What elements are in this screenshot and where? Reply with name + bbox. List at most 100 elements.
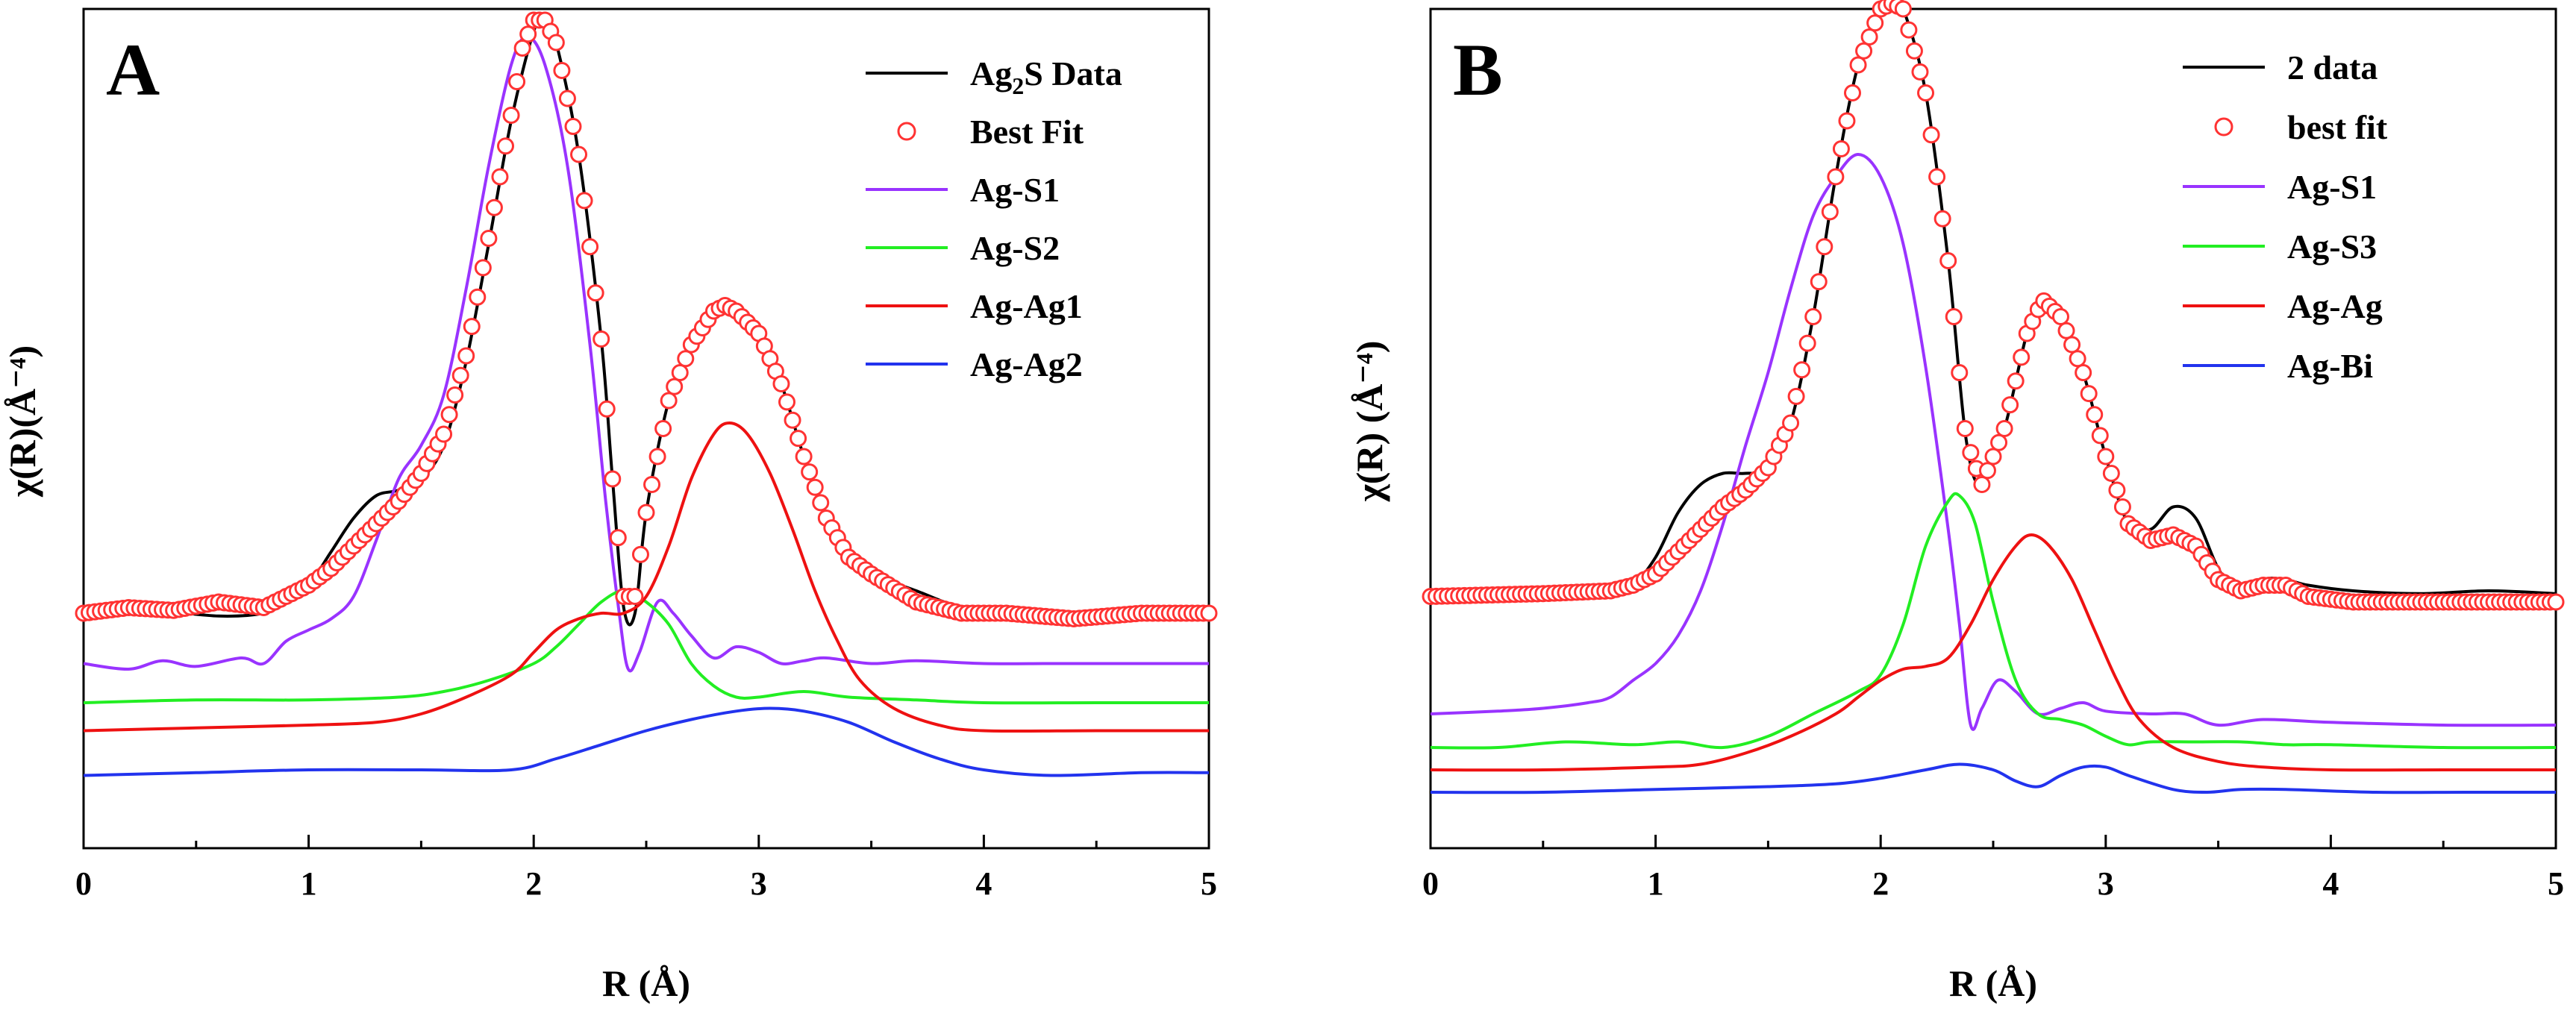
fit-marker (587, 284, 604, 302)
fit-marker (1844, 84, 1861, 101)
fit-marker (435, 425, 453, 443)
fit-marker (2080, 385, 2098, 403)
fit-marker (598, 400, 616, 418)
fit-marker (772, 375, 790, 392)
fit-marker (648, 448, 666, 465)
fit-marker (666, 377, 684, 395)
fit-marker (812, 494, 830, 512)
fit-marker (643, 476, 661, 493)
series-line-ag-s2 (83, 589, 1209, 705)
legend-label: best fit (2287, 108, 2388, 146)
fit-marker (1821, 203, 1839, 221)
fit-marker (1956, 420, 1974, 437)
fit-marker (575, 192, 593, 210)
fit-marker (1939, 252, 1957, 269)
fit-marker (1855, 42, 1873, 60)
series-line-ag-s1 (1430, 153, 2557, 731)
fit-marker (1866, 14, 1884, 32)
fit-marker (1900, 21, 1918, 39)
fit-marker (2086, 406, 2104, 424)
series-markers-best-fit (75, 11, 1218, 627)
fit-marker (1928, 168, 1946, 186)
fit-marker (637, 504, 655, 521)
fit-marker (463, 318, 481, 336)
fit-marker (677, 350, 695, 368)
series-line-ag-ag1 (83, 421, 1209, 733)
fit-marker (547, 34, 565, 51)
fit-marker (1973, 476, 1991, 493)
legend-marker (2214, 117, 2233, 137)
fit-marker (2547, 593, 2565, 611)
fit-marker (2102, 465, 2120, 482)
fit-marker (1782, 414, 1800, 432)
fit-marker (1911, 63, 1929, 81)
fit-marker (2063, 336, 2081, 354)
panel-letter: A (106, 28, 160, 111)
x-tick-label: 5 (1201, 865, 1217, 902)
fit-marker (564, 118, 582, 135)
fit-marker (2091, 427, 2109, 445)
fit-marker (480, 230, 498, 247)
fit-marker (1922, 126, 1940, 144)
fit-marker (519, 25, 537, 43)
fit-marker (570, 145, 588, 163)
fit-marker (1849, 56, 1867, 74)
fit-marker (497, 137, 514, 155)
fit-marker (660, 392, 678, 410)
legend-label: Ag-S3 (2287, 228, 2377, 266)
legend-label: Best Fit (970, 113, 1084, 151)
fit-marker (1827, 168, 1845, 186)
legend-label: Ag-Ag1 (970, 287, 1083, 325)
x-tick-label: 4 (2322, 865, 2339, 902)
fit-marker (801, 463, 819, 481)
series-line-ag-ag2 (83, 706, 1210, 777)
x-tick-label: 3 (751, 865, 767, 902)
fit-marker (2069, 350, 2086, 368)
fit-marker (451, 366, 469, 384)
legend-label: Ag-Ag (2287, 287, 2383, 325)
fit-marker (609, 529, 627, 547)
y-axis-title: χ(R) (Å⁻⁴) (1348, 341, 1390, 503)
fit-marker (1860, 28, 1878, 46)
x-tick-label: 4 (975, 865, 992, 902)
fit-marker (795, 448, 813, 465)
fit-marker (1804, 308, 1822, 325)
fit-marker (1838, 112, 1856, 130)
fit-marker (1787, 387, 1805, 405)
legend-label: 2 data (2287, 48, 2378, 87)
legend-label: Ag-S1 (2287, 168, 2377, 206)
x-tick-label: 1 (301, 865, 317, 902)
chart-panel-b: 0 1 2 3 4 5 R (Å) χ(R) (Å⁻⁴) B 2 data best fit Ag-S… (1348, 0, 2565, 1004)
series-markers-best-fit (1422, 0, 2565, 611)
fit-marker (1962, 444, 1980, 462)
fit-marker (440, 406, 458, 424)
legend-label: Ag-Ag2 (970, 345, 1083, 383)
fit-marker (502, 107, 520, 124)
x-tick-label: 5 (2548, 865, 2564, 902)
fit-marker (2108, 481, 2126, 499)
fit-marker (581, 238, 599, 256)
fit-marker (631, 545, 649, 563)
fit-marker (1917, 84, 1935, 101)
fit-marker (1990, 433, 2008, 451)
series-line-ag-bi (1430, 762, 2556, 794)
fit-marker (1798, 334, 1816, 352)
fit-marker (1894, 0, 1912, 18)
fit-marker (1978, 462, 1996, 480)
fit-marker (1793, 361, 1811, 379)
fit-marker (1832, 140, 1850, 157)
legend-label: Ag-S2 (970, 229, 1060, 267)
x-tick-label: 3 (2098, 865, 2114, 902)
fit-marker (508, 73, 526, 90)
fit-marker (2007, 372, 2025, 390)
series-line-ag-s1 (83, 35, 1209, 673)
fit-marker (654, 420, 672, 437)
fit-marker (469, 288, 487, 306)
fit-marker (2097, 448, 2115, 465)
legend-label: Ag2S Data (970, 54, 1122, 99)
fit-marker (513, 40, 531, 57)
fit-marker (1951, 364, 1969, 381)
fit-marker (446, 386, 464, 404)
